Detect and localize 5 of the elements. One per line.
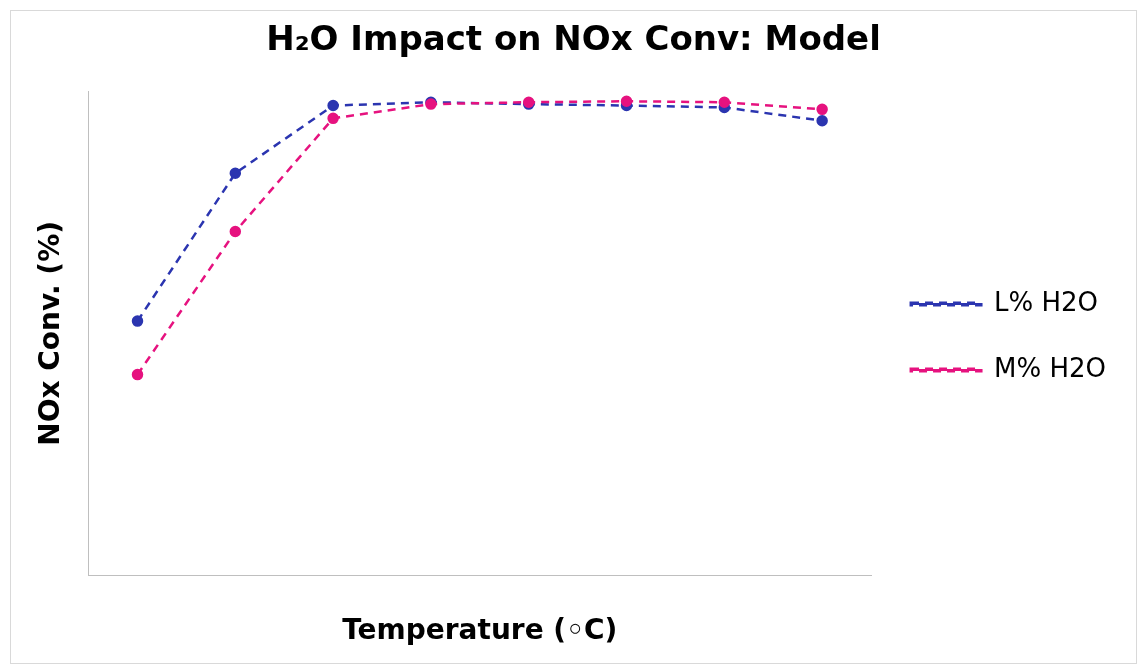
legend-label: L% H2O <box>994 286 1099 317</box>
y-axis-title: NOx Conv. (%) <box>33 221 67 446</box>
x-axis-title: Temperature (◦C) <box>342 613 618 647</box>
chart-title: H₂O Impact on NOx Conv: Model <box>266 18 881 59</box>
legend-label: M% H2O <box>994 352 1107 383</box>
